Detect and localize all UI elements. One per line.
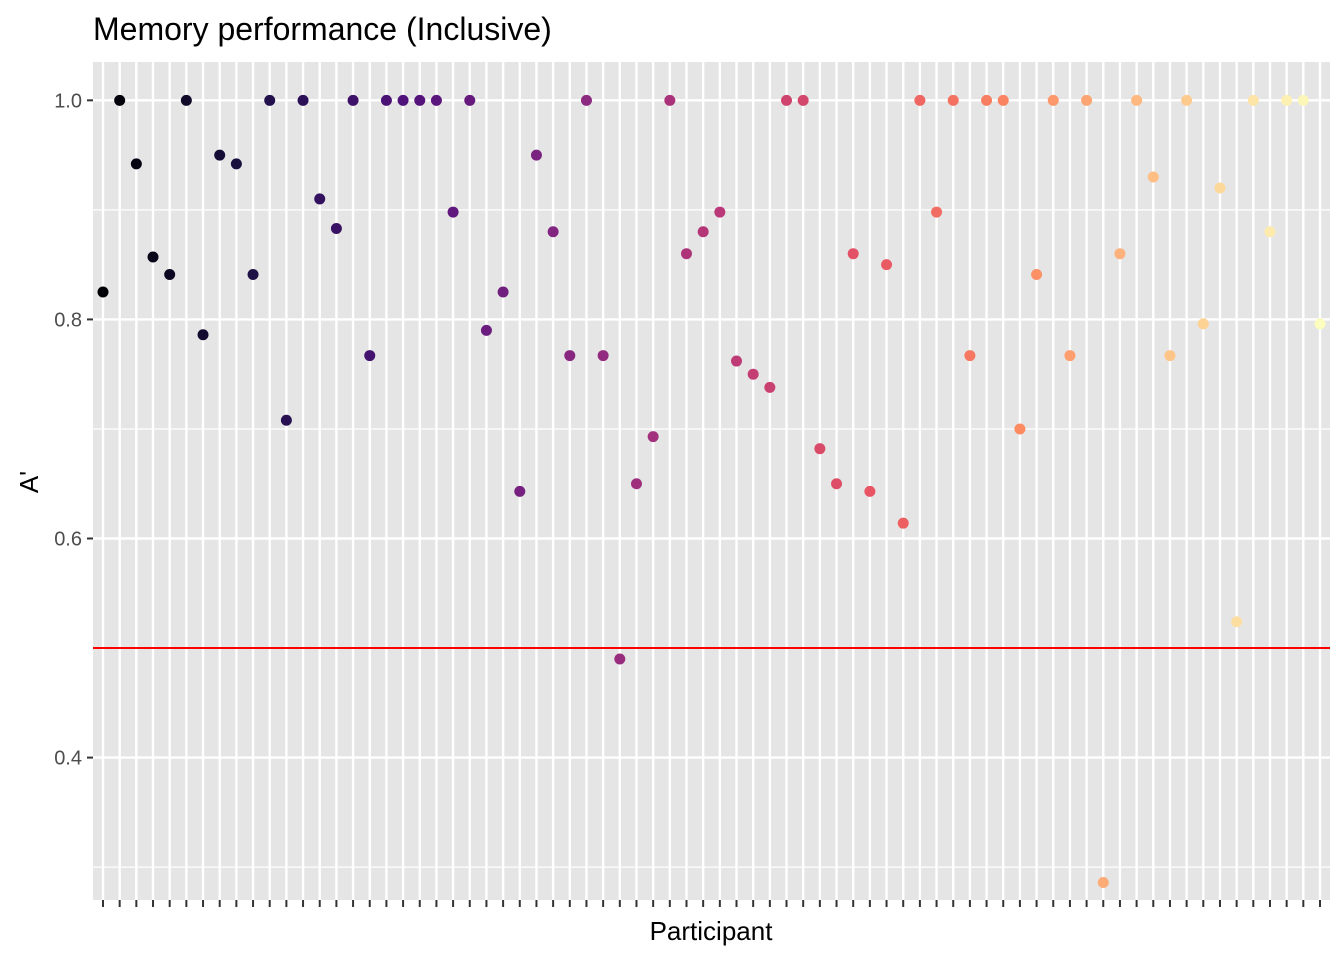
data-point (514, 485, 526, 497)
data-point (347, 94, 359, 106)
data-point (147, 251, 159, 263)
data-point (680, 248, 692, 260)
data-point (1197, 318, 1209, 330)
data-point (380, 94, 392, 106)
data-point (530, 149, 542, 161)
data-point (130, 158, 142, 170)
data-point (497, 286, 509, 298)
data-point (1031, 269, 1043, 281)
data-point (597, 350, 609, 362)
data-point (797, 94, 809, 106)
chart-title: Memory performance (Inclusive) (93, 11, 552, 47)
data-point (781, 94, 793, 106)
x-axis-ticks (102, 900, 1321, 907)
data-point (1181, 94, 1193, 106)
data-point (1231, 616, 1243, 628)
data-point (247, 269, 259, 281)
data-point (864, 485, 876, 497)
data-point (1097, 876, 1109, 888)
data-point (564, 350, 576, 362)
y-tick-label: 1.0 (54, 90, 82, 112)
data-point (297, 94, 309, 106)
data-point (414, 94, 426, 106)
y-tick-label: 0.6 (54, 529, 82, 551)
data-point (1297, 94, 1309, 106)
data-point (814, 443, 826, 455)
data-point (580, 94, 592, 106)
data-point (1214, 182, 1226, 194)
data-point (1281, 94, 1293, 106)
data-point (997, 94, 1009, 106)
data-point (630, 478, 642, 490)
data-point (397, 94, 409, 106)
data-point (747, 368, 759, 380)
y-axis-ticks: 0.4 0.6 0.8 1.0 (54, 90, 93, 770)
data-point (464, 94, 476, 106)
data-point (430, 94, 442, 106)
data-point (1014, 423, 1026, 435)
data-point (847, 248, 859, 260)
data-point (664, 94, 676, 106)
data-point (314, 193, 326, 205)
data-point (547, 226, 559, 238)
data-point (931, 206, 943, 218)
data-point (731, 355, 743, 367)
data-point (214, 149, 226, 161)
data-point (364, 350, 376, 362)
data-point (914, 94, 926, 106)
data-point (947, 94, 959, 106)
data-point (197, 329, 209, 341)
data-point (881, 259, 893, 271)
data-point (1147, 171, 1159, 183)
data-point (280, 414, 292, 426)
data-point (1264, 226, 1276, 238)
data-point (697, 226, 709, 238)
data-point (714, 206, 726, 218)
data-point (264, 94, 276, 106)
data-point (1114, 248, 1126, 260)
data-point (180, 94, 192, 106)
data-point (1131, 94, 1143, 106)
data-point (1047, 94, 1059, 106)
data-point (1314, 318, 1326, 330)
major-gridlines (93, 62, 1330, 900)
plot-panel (93, 62, 1330, 900)
data-point (164, 269, 176, 281)
y-tick-label: 0.8 (54, 309, 82, 331)
data-point (1247, 94, 1259, 106)
data-point (964, 350, 976, 362)
data-point (447, 206, 459, 218)
x-axis-title: Participant (650, 916, 774, 946)
data-points (97, 94, 1326, 888)
y-axis-title: A' (14, 471, 44, 493)
data-point (764, 381, 776, 393)
data-point (114, 94, 126, 106)
data-point (230, 158, 242, 170)
data-point (897, 517, 909, 529)
data-point (97, 286, 109, 298)
data-point (1164, 350, 1176, 362)
data-point (480, 324, 492, 336)
data-point (330, 223, 342, 235)
data-point (647, 431, 659, 443)
data-point (831, 478, 843, 490)
data-point (981, 94, 993, 106)
data-point (1081, 94, 1093, 106)
y-tick-label: 0.4 (54, 748, 82, 770)
data-point (614, 653, 626, 665)
data-point (1064, 350, 1076, 362)
